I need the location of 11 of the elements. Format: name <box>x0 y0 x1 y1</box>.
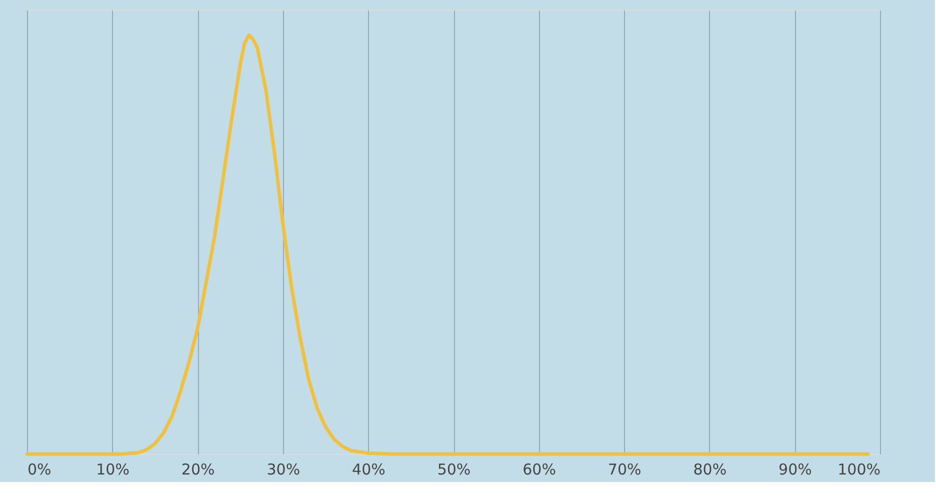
x-tick-label: 90% <box>778 460 812 478</box>
x-tick-label: 60% <box>522 460 556 478</box>
x-tick-label: 20% <box>181 460 215 478</box>
x-tick-label: 0% <box>28 460 52 478</box>
x-tick-label: 100% <box>838 460 880 478</box>
x-tick-label: 50% <box>437 460 471 478</box>
x-tick-label: 70% <box>608 460 642 478</box>
x-tick-label: 80% <box>693 460 727 478</box>
x-tick-label: 40% <box>352 460 386 478</box>
x-tick-label: 10% <box>96 460 130 478</box>
x-tick-label: 30% <box>266 460 300 478</box>
